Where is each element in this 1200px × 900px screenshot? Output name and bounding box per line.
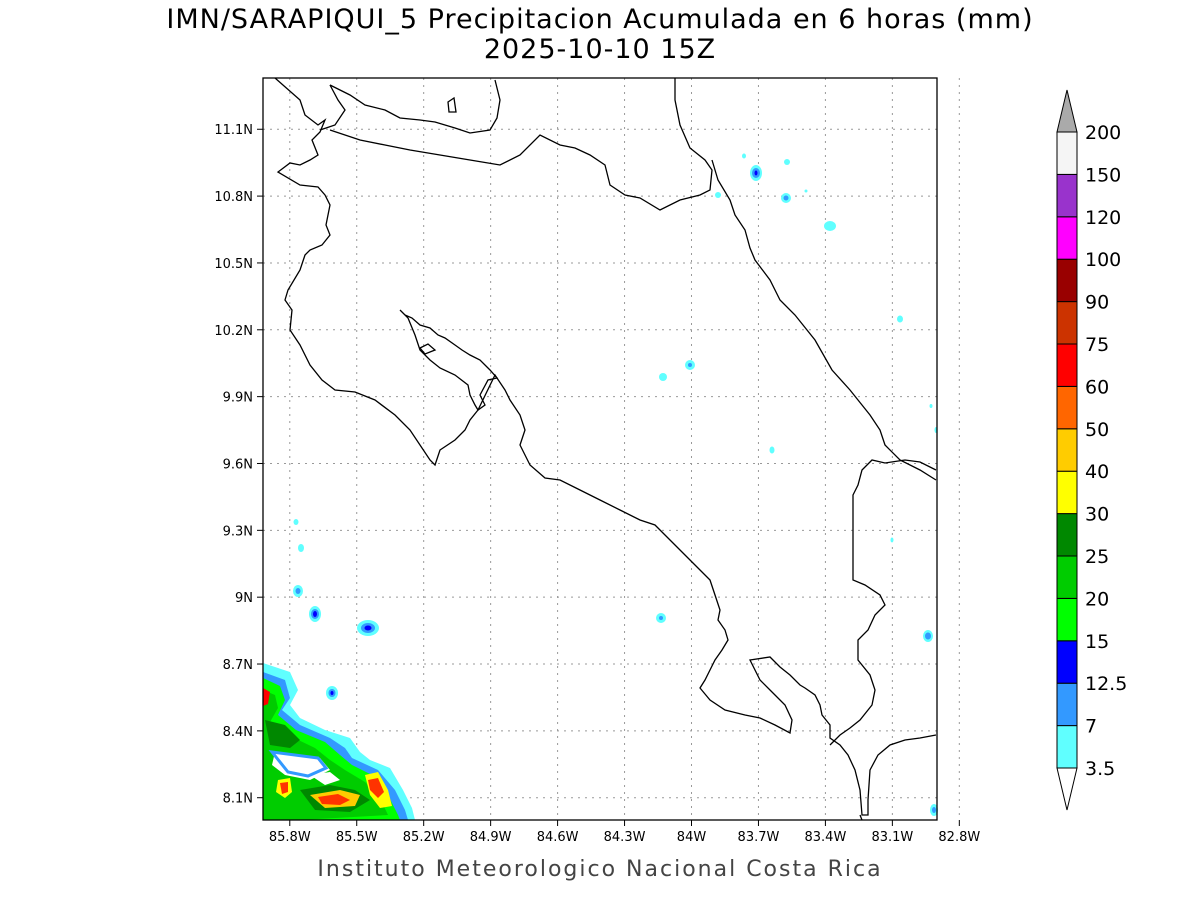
rain-cell-southwest <box>263 663 415 820</box>
colorbar-swatch <box>1056 725 1078 769</box>
lat-tick-label: 9.6N <box>223 457 253 472</box>
lon-tick-label: 85.5W <box>336 830 378 845</box>
lat-tick-label: 9.9N <box>223 391 253 406</box>
rain-cells-scattered <box>293 153 938 816</box>
colorbar-label: 30 <box>1085 504 1109 526</box>
colorbar-label: 7 <box>1085 716 1097 738</box>
lat-tick-label: 9.3N <box>223 524 253 539</box>
lat-tick-label: 8.1N <box>223 792 253 807</box>
colorbar-min-arrow <box>1056 767 1078 811</box>
colorbar-swatch <box>1056 597 1078 642</box>
lon-tick-label: 84.3W <box>604 830 646 845</box>
colorbar-label: 75 <box>1085 334 1109 356</box>
lon-tick-label: 82.8W <box>938 830 980 845</box>
colorbar-label: 25 <box>1085 546 1109 568</box>
colorbar-label: 200 <box>1085 122 1121 144</box>
latitude-axis: 11.1N 10.8N 10.5N 10.2N 9.9N 9.6N 9.3N 9N 8.7N 8.… <box>214 123 263 807</box>
lat-tick-label: 10.5N <box>214 257 253 272</box>
map-valid-time: 2025-10-10 15Z <box>483 34 717 65</box>
colorbar-swatch <box>1056 555 1078 599</box>
colorbar-label: 100 <box>1085 249 1121 271</box>
lat-tick-label: 10.8N <box>214 190 253 205</box>
colorbar-label: 15 <box>1085 631 1109 653</box>
map-grid <box>263 78 960 820</box>
colorbar-swatch <box>1056 470 1078 515</box>
lat-tick-label: 8.7N <box>223 658 253 673</box>
colorbar-label: 20 <box>1085 588 1109 610</box>
colorbar-swatch <box>1056 301 1078 345</box>
lon-tick-label: 84.6W <box>537 830 579 845</box>
lon-tick-label: 83.4W <box>805 830 847 845</box>
lon-tick-label: 84W <box>677 830 707 845</box>
colorbar-label: 50 <box>1085 419 1109 441</box>
colorbar-swatch <box>1056 216 1078 260</box>
lat-tick-label: 9N <box>235 591 253 606</box>
colorbar-swatch <box>1056 385 1078 430</box>
colorbar-label: 120 <box>1085 207 1121 229</box>
colorbar-swatch <box>1056 173 1078 218</box>
colorbar-label: 40 <box>1085 461 1109 483</box>
colorbar-swatch <box>1056 428 1078 472</box>
colorbar-swatch <box>1056 131 1078 175</box>
lat-tick-label: 11.1N <box>214 123 253 138</box>
colorbar-legend: 3.5 7 12.5 15 20 25 30 40 50 60 75 90 100 120 150 200 <box>1056 89 1127 811</box>
colorbar-label: 60 <box>1085 376 1109 398</box>
colorbar-swatch <box>1056 640 1078 684</box>
colorbar-swatch <box>1056 258 1078 303</box>
lat-tick-label: 8.4N <box>223 725 253 740</box>
precipitation-field <box>263 153 938 820</box>
colorbar-label: 90 <box>1085 292 1109 314</box>
lon-tick-label: 84.9W <box>470 830 512 845</box>
colorbar-label: 150 <box>1085 164 1121 186</box>
map-title: IMN/SARAPIQUI_5 Precipitacion Acumulada … <box>166 4 1034 35</box>
lon-tick-label: 83.7W <box>738 830 780 845</box>
colorbar-label: 12.5 <box>1085 673 1127 695</box>
colorbar-swatch <box>1056 343 1078 387</box>
colorbar-swatch <box>1056 682 1078 727</box>
map-frame <box>262 77 938 821</box>
coastlines <box>274 77 937 821</box>
map-footer-institution: Instituto Meteorologico Nacional Costa R… <box>317 857 883 882</box>
lat-tick-label: 10.2N <box>214 324 253 339</box>
colorbar-swatch <box>1056 513 1078 557</box>
colorbar-label: 3.5 <box>1085 758 1115 780</box>
longitude-axis: 85.8W 85.5W 85.2W 84.9W 84.6W 84.3W 84W 83.7W 83… <box>269 820 980 845</box>
lon-tick-label: 85.2W <box>403 830 445 845</box>
lon-tick-label: 83.1W <box>871 830 913 845</box>
lon-tick-label: 85.8W <box>269 830 311 845</box>
colorbar-max-arrow <box>1056 89 1078 133</box>
